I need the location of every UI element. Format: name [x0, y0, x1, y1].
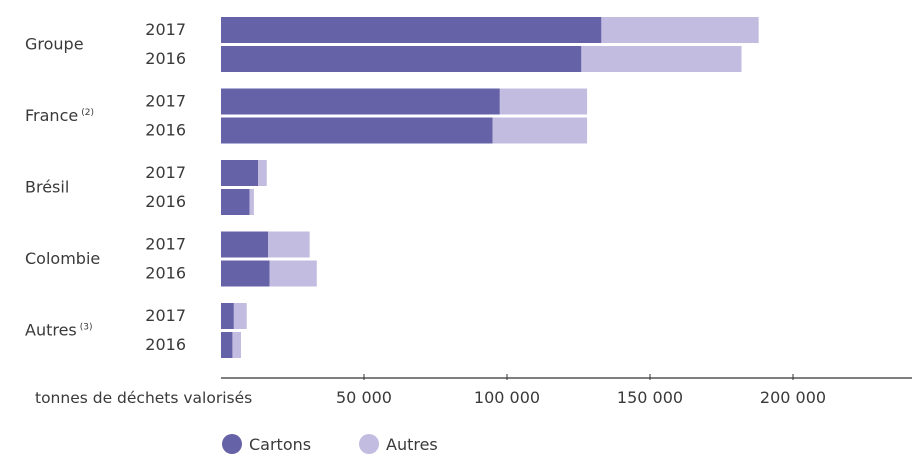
legend: Cartons Autres	[222, 434, 438, 454]
bar-cartons	[221, 117, 493, 144]
bar-autres	[492, 117, 588, 144]
bar-autres	[232, 332, 242, 358]
bar-autres	[268, 231, 310, 258]
bar-autres	[249, 189, 254, 215]
bar-cartons	[221, 231, 269, 258]
bar-cartons	[221, 88, 500, 115]
legend-label-cartons: Cartons	[249, 435, 311, 454]
bar-cartons	[221, 303, 234, 329]
bar-cartons	[221, 332, 233, 358]
year-label: 2017	[145, 235, 186, 254]
x-tick-label: 200 000	[760, 388, 826, 407]
year-label: 2016	[145, 264, 186, 283]
bars	[221, 17, 759, 358]
year-label: 2017	[145, 92, 186, 111]
x-tick-label: 150 000	[617, 388, 683, 407]
bar-cartons	[221, 17, 602, 43]
year-label: 2017	[145, 163, 186, 182]
bar-autres	[601, 17, 759, 43]
year-label: 2016	[145, 49, 186, 68]
year-label: 2017	[145, 306, 186, 325]
bar-autres	[499, 88, 588, 115]
bar-cartons	[221, 189, 250, 215]
year-label: 2017	[145, 20, 186, 39]
x-tick-label: 100 000	[474, 388, 540, 407]
x-axis-title: tonnes de déchets valorisés	[35, 389, 252, 407]
year-label: 2016	[145, 121, 186, 140]
bar-autres	[233, 303, 247, 329]
legend-marker-cartons	[222, 434, 242, 454]
category-label: Colombie	[25, 249, 100, 268]
category-label: Groupe	[25, 35, 84, 54]
legend-marker-autres	[359, 434, 379, 454]
x-tick-label: 50 000	[336, 388, 392, 407]
year-label: 2016	[145, 335, 186, 354]
year-label: 2016	[145, 192, 186, 211]
category-labels: Groupe 2017 2016 France (2) 2017 2016 Brésil 201…	[25, 20, 186, 354]
bar-cartons	[221, 260, 270, 287]
legend-label-autres: Autres	[386, 435, 438, 454]
category-label: Brésil	[25, 178, 69, 197]
bar-cartons	[221, 160, 259, 186]
category-label: France (2)	[25, 106, 94, 125]
bar-autres	[581, 46, 742, 72]
category-label: Autres (3)	[25, 321, 93, 340]
x-axis-ticks: 50 000 100 000 150 000 200 000	[336, 374, 826, 407]
bar-autres	[269, 260, 317, 287]
bar-cartons	[221, 46, 582, 72]
bar-autres	[258, 160, 267, 186]
